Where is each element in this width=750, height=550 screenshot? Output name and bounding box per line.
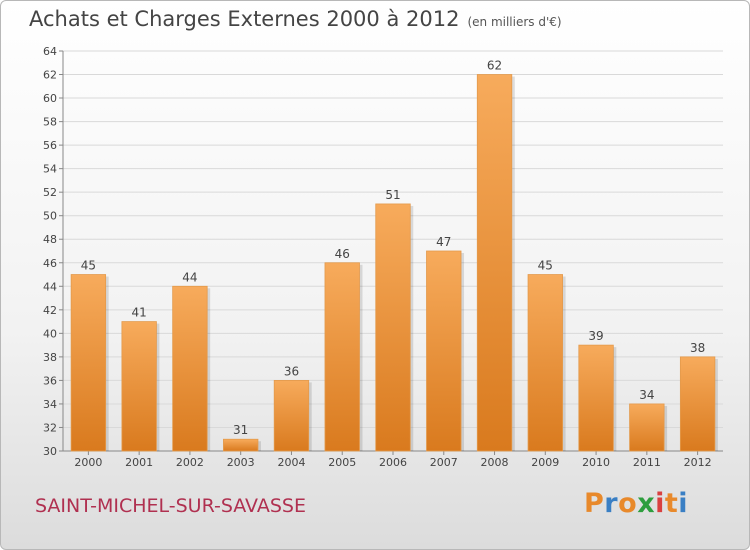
x-tick-label: 2006 [379,456,407,469]
bar-2001[interactable] [121,321,157,452]
x-tick-label: 2011 [633,456,661,469]
bar-2011[interactable] [629,403,665,452]
y-tick-label: 56 [43,139,57,152]
x-tick-label: 2002 [176,456,204,469]
chart-title-unit: (en milliers d'€) [467,15,562,29]
labels: 30 32 34 36 38 40 42 44 46 48 50 52 54 56 58 60 62 64 45 20… [43,45,712,469]
y-tick-label: 50 [43,210,57,223]
y-tick-label: 32 [43,421,57,434]
chart-title: Achats et Charges Externes 2000 à 2012 (e… [29,7,562,31]
y-tick-label: 44 [43,280,57,293]
x-tick-label: 2000 [74,456,102,469]
bars [70,74,718,452]
x-tick-label: 2001 [125,456,153,469]
bar-2003[interactable] [223,438,259,452]
x-tick-label: 2010 [582,456,610,469]
logo-letter: i [678,488,689,519]
bar-value-label: 51 [385,188,400,202]
bar-2007[interactable] [426,250,462,452]
location-name: SAINT-MICHEL-SUR-SAVASSE [35,495,306,517]
bar-2006[interactable] [375,203,411,452]
logo-letter: r [604,488,619,519]
bar-2005[interactable] [324,262,360,452]
x-tick-label: 2005 [328,456,356,469]
bar-value-label: 39 [588,329,603,343]
y-tick-label: 64 [43,45,57,58]
y-tick-label: 46 [43,257,57,270]
logo-letter: x [637,488,656,519]
bar-value-label: 41 [132,306,147,320]
y-tick-label: 52 [43,186,57,199]
bar-value-label: 62 [487,59,502,73]
y-tick-label: 42 [43,304,57,317]
bar-2002[interactable] [172,285,208,452]
bar-value-label: 38 [690,341,705,355]
y-tick-label: 38 [43,351,57,364]
y-tick-label: 48 [43,233,57,246]
proxiti-logo[interactable]: Proxiti [584,488,688,519]
x-tick-label: 2012 [684,456,712,469]
chart-title-text: Achats et Charges Externes 2000 à 2012 [29,7,460,31]
bar-value-label: 47 [436,235,451,249]
y-tick-label: 54 [43,163,57,176]
bar-value-label: 45 [81,259,96,273]
x-tick-label: 2007 [430,456,458,469]
y-tick-label: 30 [43,445,57,458]
logo-letter: i [655,488,665,519]
bar-2000[interactable] [70,274,107,452]
bar-value-label: 44 [182,270,197,284]
bar-value-label: 34 [639,388,654,402]
bar-value-label: 45 [538,259,553,273]
bar-value-label: 31 [233,423,248,437]
logo-letter: o [618,488,638,519]
logo-letter: P [584,488,605,519]
x-tick-label: 2009 [531,456,559,469]
x-tick-label: 2004 [277,456,305,469]
bar-value-label: 46 [335,247,350,261]
y-tick-label: 62 [43,69,57,82]
bar-2009[interactable] [527,274,563,452]
bar-2008[interactable] [476,74,513,452]
y-tick-label: 34 [43,398,57,411]
bar-value-label: 36 [284,364,299,378]
y-tick-label: 60 [43,92,57,105]
y-tick-label: 40 [43,327,57,340]
logo-letter: t [664,488,679,519]
y-tick-label: 58 [43,116,57,129]
x-tick-label: 2003 [227,456,255,469]
bar-2010[interactable] [578,344,614,452]
bar-2004[interactable] [273,380,310,452]
y-tick-label: 36 [43,374,57,387]
bar-2012[interactable] [679,356,716,452]
x-tick-label: 2008 [481,456,509,469]
